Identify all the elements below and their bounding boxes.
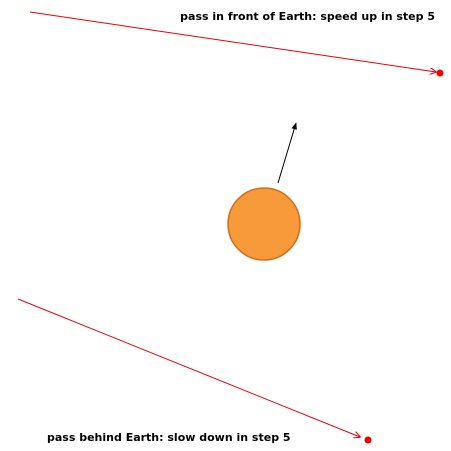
background: [0, 0, 451, 451]
earth: [228, 188, 300, 260]
front-point: [437, 70, 444, 77]
behind-label: pass behind Earth: slow down in step 5: [47, 431, 291, 444]
behind-point: [365, 437, 372, 444]
front-label: pass in front of Earth: speed up in step…: [180, 10, 435, 23]
diagram: pass in front of Earth: speed up in step…: [0, 0, 451, 451]
